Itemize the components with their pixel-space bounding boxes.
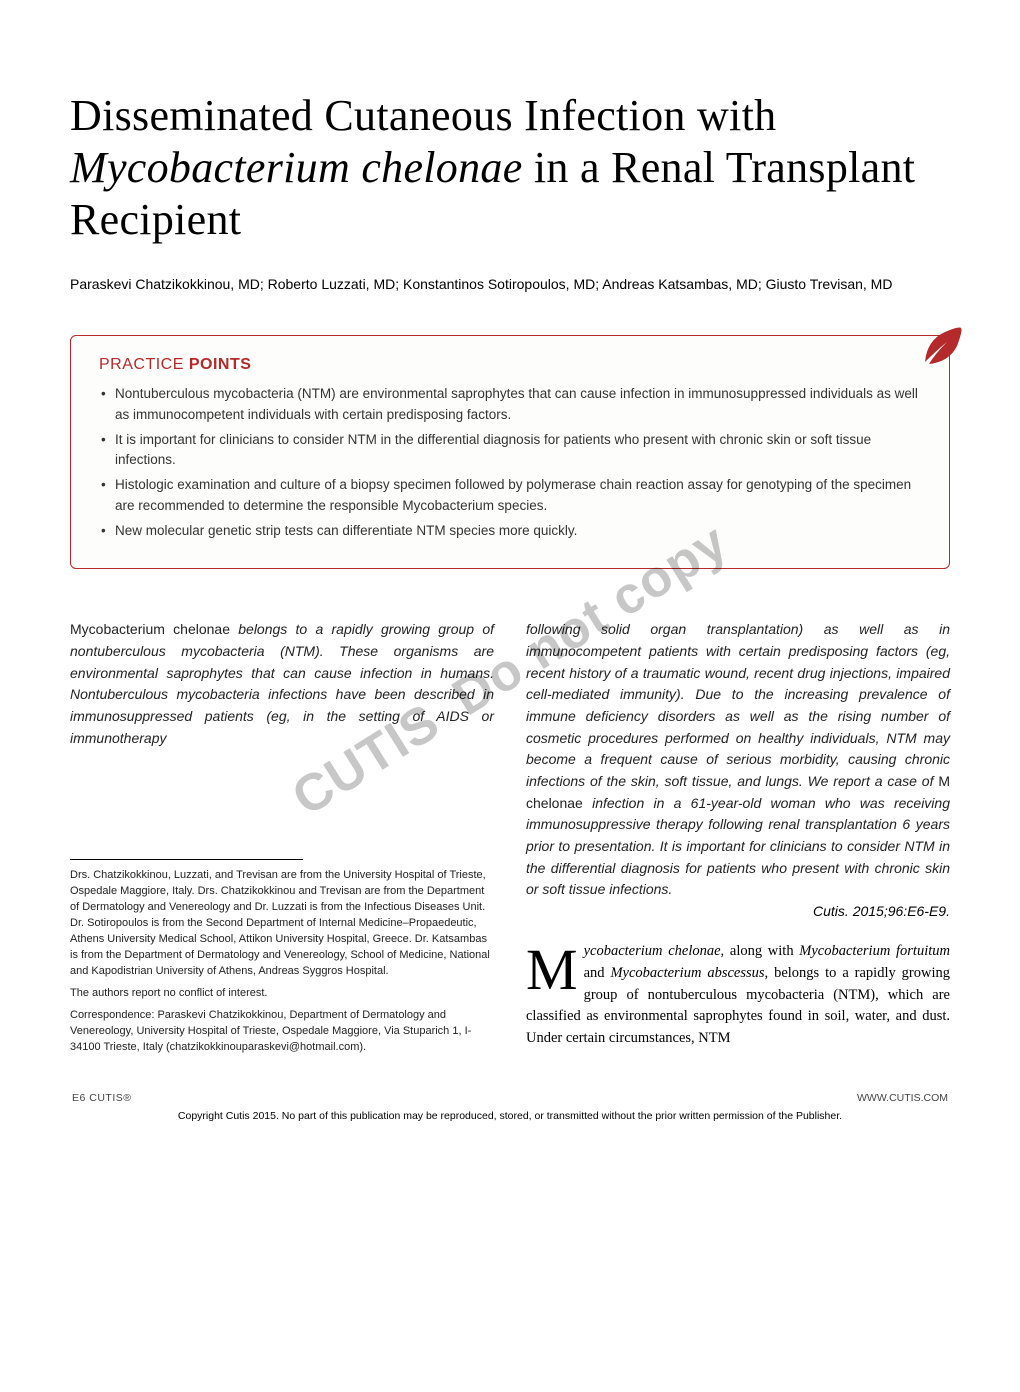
affiliations: Drs. Chatzikokkinou, Luzzati, and Trevis…	[70, 868, 494, 1055]
practice-point: It is important for clinicians to consid…	[99, 430, 921, 472]
affiliation-rule	[70, 859, 303, 860]
practice-heading: PRACTICE POINTS	[99, 356, 921, 374]
footer-left: E6 CUTIS®	[72, 1092, 132, 1104]
conflict-statement: The authors report no conflict of intere…	[70, 986, 494, 1002]
practice-point: New molecular genetic strip tests can di…	[99, 521, 921, 542]
practice-heading-light: PRACTICE	[99, 356, 189, 373]
citation: Cutis. 2015;96:E6-E9.	[526, 903, 950, 919]
abstract-right: following solid organ transplantation) a…	[526, 619, 950, 901]
body-paragraph: Mycobacterium chelonae, along with Mycob…	[526, 941, 950, 1050]
page-footer: E6 CUTIS® WWW.CUTIS.COM	[70, 1092, 950, 1104]
practice-point: Nontuberculous mycobacteria (NTM) are en…	[99, 384, 921, 426]
correspondence: Correspondence: Paraskevi Chatzikokkinou…	[70, 1008, 494, 1056]
practice-point: Histologic examination and culture of a …	[99, 475, 921, 517]
practice-heading-bold: POINTS	[189, 356, 252, 373]
affiliation-text: Drs. Chatzikokkinou, Luzzati, and Trevis…	[70, 868, 494, 980]
left-column: Mycobacterium chelonae belongs to a rapi…	[70, 619, 494, 1061]
author-list: Paraskevi Chatzikokkinou, MD; Roberto Lu…	[70, 274, 950, 295]
practice-points-list: Nontuberculous mycobacteria (NTM) are en…	[99, 384, 921, 542]
article-title: Disseminated Cutaneous Infection with My…	[70, 90, 950, 246]
practice-points-box: PRACTICE POINTS Nontuberculous mycobacte…	[70, 335, 950, 569]
leaf-icon	[917, 322, 965, 370]
abstract-left: Mycobacterium chelonae belongs to a rapi…	[70, 619, 494, 749]
two-column-layout: Mycobacterium chelonae belongs to a rapi…	[70, 619, 950, 1061]
footer-right: WWW.CUTIS.COM	[857, 1092, 948, 1104]
copyright-line: Copyright Cutis 2015. No part of this pu…	[70, 1110, 950, 1122]
right-column: following solid organ transplantation) a…	[526, 619, 950, 1061]
